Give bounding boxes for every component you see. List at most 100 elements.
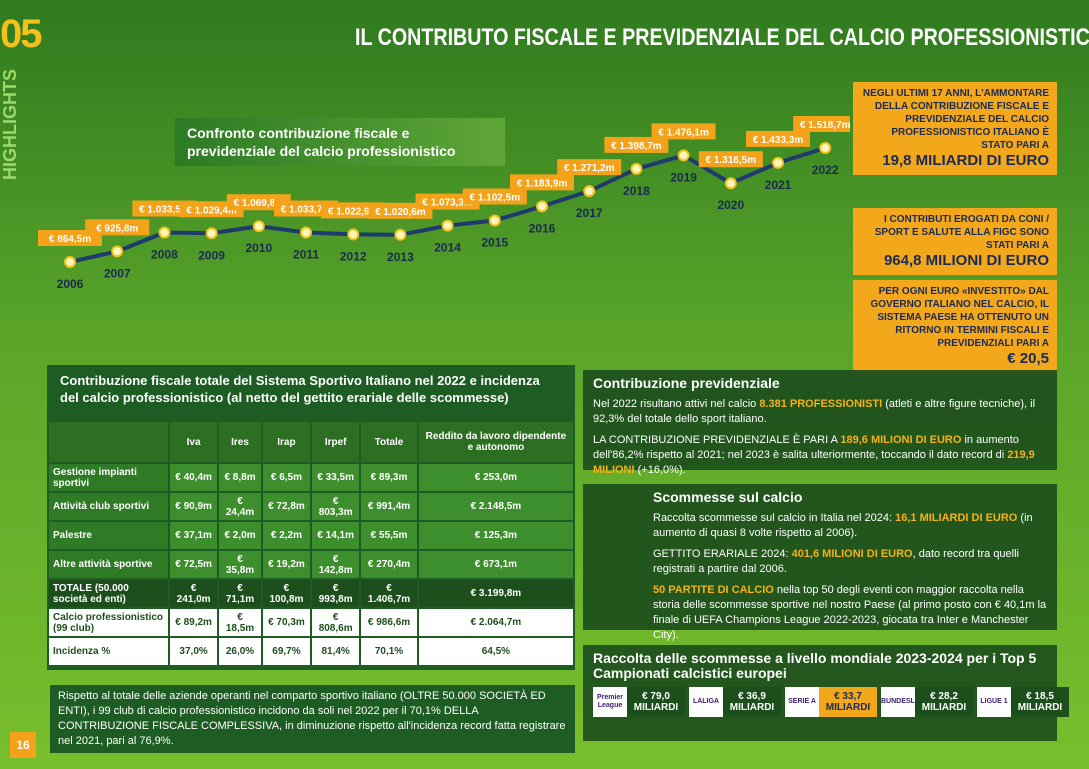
- text: in aumento dell'86,2% rispetto al 2021; …: [593, 434, 1019, 461]
- table-row: Calcio professionistico (99 club) € 89,2m…: [47, 607, 576, 638]
- paragraph: 50 PARTITE DI CALCIO nella top 50 degli …: [653, 583, 1047, 643]
- cell: € 72,8m: [260, 491, 313, 522]
- highlight: 401,6 MILIONI DI EURO: [791, 548, 913, 560]
- table-title: Contribuzione fiscale totale del Sistema…: [60, 373, 540, 405]
- league: LIGUE 1 € 18,5 MILIARDI: [977, 687, 1069, 717]
- league-value: € 18,5 MILIARDI: [1011, 687, 1069, 717]
- value-label: € 864,5m: [49, 234, 91, 245]
- value-label: € 1.029,4m: [186, 205, 237, 216]
- value-label: € 1.033,7m: [281, 205, 332, 216]
- highlight: 219,9 MILIONI: [593, 449, 1035, 476]
- year-label: 2010: [245, 241, 272, 255]
- value-label: € 1.073,3m: [422, 198, 473, 209]
- value-label: € 925,8m: [96, 223, 138, 234]
- league-logo: BUNDESLIGA: [881, 698, 928, 705]
- point: [158, 226, 171, 239]
- paragraph: Nel 2022 risultano attivi nel calcio 8.3…: [593, 397, 1047, 427]
- text: , dato record tra quelli registrati a pa…: [653, 548, 1019, 575]
- text: nella top 50 degli eventi con maggior ra…: [653, 584, 1047, 641]
- text: LA CONTRIBUZIONE PREVIDENZIALE È PARI A: [593, 434, 841, 446]
- league: BUNDESLIGA € 28,2 MILIARDI: [881, 687, 973, 717]
- value-label: € 1.476,1m: [658, 127, 709, 138]
- cell: € 100,8m: [260, 578, 313, 609]
- table-row: Attività club sportivi € 90,9m € 24,4m € 72…: [47, 491, 576, 522]
- year-label: 2017: [576, 206, 603, 220]
- line-chart: € 864,5m 2006 € 925,8m 2007 € 1.033,5m 2008 € …: [38, 116, 850, 291]
- table-row: Gestione impianti sportivi € 40,4m € 8,8m €…: [47, 462, 576, 493]
- callout-highlight: € 20,5: [1007, 350, 1049, 367]
- highlight: 50 PARTITE DI CALCIO: [653, 584, 774, 596]
- header-row: Iva Ires Irap Irpef Totale Reddito da lavoro …: [47, 420, 576, 464]
- cell: € 71,1m: [217, 578, 263, 609]
- league-logo: Premier League: [596, 694, 624, 709]
- point: [441, 219, 454, 232]
- point: [677, 149, 690, 162]
- section-number: 05: [0, 12, 42, 56]
- point: [347, 228, 360, 241]
- year-label: 2019: [670, 170, 697, 184]
- table-row: TOTALE (50.000 società ed enti) € 241,0m €…: [47, 578, 576, 609]
- cell: 70,1%: [359, 636, 419, 667]
- year-label: 2021: [765, 178, 792, 192]
- chart-title: Confronto contribuzione fiscale e previd…: [175, 118, 505, 166]
- cell: € 2,2m: [260, 520, 313, 551]
- value-label: € 1.020,6m: [375, 207, 426, 218]
- callout: I CONTRIBUTI EROGATI DA CONI / SPORT E S…: [853, 208, 1057, 275]
- cell: € 241,0m: [167, 578, 220, 609]
- cell: € 24,4m: [217, 491, 263, 522]
- cell: € 253,0m: [416, 462, 576, 493]
- highlight: 16,1 MILIARDI DI EURO: [895, 512, 1018, 524]
- callout-text: PER OGNI EURO «INVESTITO» DAL GOVERNO IT…: [870, 286, 1049, 349]
- point: [772, 156, 784, 169]
- raccolta-panel: Raccolta delle scommesse a livello mondi…: [583, 645, 1069, 741]
- corner: [47, 420, 170, 464]
- callout: NEGLI ULTIMI 17 ANNI, L'AMMONTARE DELLA …: [853, 82, 1057, 175]
- panel-title: Raccolta delle scommesse a livello mondi…: [593, 650, 1037, 681]
- year-label: 2009: [198, 248, 225, 262]
- league-value: € 28,2 MILIARDI: [915, 687, 973, 717]
- panel-title: Scommesse sul calcio: [653, 489, 803, 505]
- scommesse-panel: Scommesse sul calcio Raccolta scommesse s…: [583, 484, 1057, 641]
- paragraph: LA CONTRIBUZIONE PREVIDENZIALE È PARI A …: [593, 433, 1047, 478]
- cell: 81,4%: [310, 636, 362, 667]
- value-label: € 1.069,8m: [233, 198, 284, 209]
- value-label-bg: [85, 219, 150, 236]
- cell: € 90,9m: [167, 491, 220, 522]
- league: Premier League € 79,0 MILIARDI: [593, 687, 685, 717]
- paragraph: GETTITO ERARIALE 2024: 401,6 MILIONI DI …: [653, 547, 1047, 577]
- point: [64, 256, 76, 268]
- cell: Attività club sportivi: [47, 491, 170, 522]
- cell: € 70,3m: [260, 607, 313, 638]
- point: [630, 162, 643, 175]
- column-header: Irap: [260, 420, 313, 464]
- text: (+16,0%).: [634, 464, 686, 476]
- league: LALIGA € 36,9 MILIARDI: [689, 687, 781, 717]
- cell: € 1.406,7m: [359, 578, 419, 609]
- value-label-bg: [793, 116, 850, 132]
- year-label: 2018: [623, 184, 650, 198]
- point: [724, 177, 737, 190]
- value-label: € 1.033,5m: [139, 205, 190, 216]
- value-label-bg: [651, 123, 716, 140]
- cell: € 808,6m: [310, 607, 362, 638]
- previdenziale-panel: Contribuzione previdenziale Nel 2022 risu…: [583, 370, 1057, 476]
- point: [819, 142, 832, 154]
- callout-highlight: 964,8 MILIONI DI EURO: [883, 252, 1049, 269]
- league-logo: LIGUE 1: [980, 698, 1008, 705]
- value-label: € 1.183,9m: [517, 178, 568, 189]
- value-label-bg: [698, 151, 763, 168]
- text: GETTITO ERARIALE 2024:: [653, 548, 792, 560]
- year-label: 2006: [57, 277, 84, 291]
- callout-text: NEGLI ULTIMI 17 ANNI, L'AMMONTARE DELLA …: [862, 88, 1049, 151]
- value-label: € 1.022,9m: [328, 206, 379, 217]
- cell: € 142,8m: [310, 549, 362, 580]
- value-label: € 1.518,7m: [800, 120, 850, 131]
- cell: € 993,8m: [310, 578, 362, 609]
- cell: € 803,3m: [310, 491, 362, 522]
- point: [300, 226, 312, 239]
- page-title: IL CONTRIBUTO FISCALE E PREVIDENZIALE DE…: [355, 24, 1089, 51]
- cell: Calcio professionistico (99 club): [47, 607, 170, 638]
- league-logo: SERIE A: [788, 698, 816, 705]
- cell: € 2.064,7m: [416, 607, 576, 638]
- cell: € 673,1m: [416, 549, 576, 580]
